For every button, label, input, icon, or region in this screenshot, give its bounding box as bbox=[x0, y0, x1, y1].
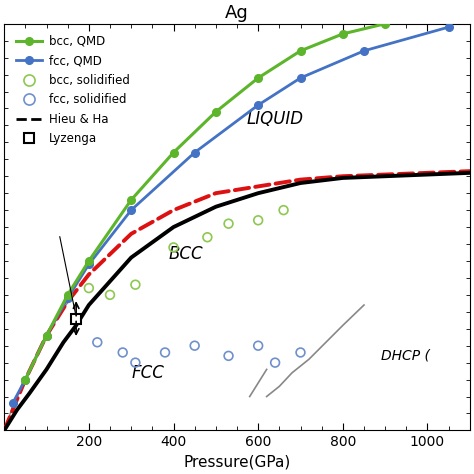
Point bbox=[225, 220, 232, 228]
Point bbox=[271, 359, 279, 366]
Point bbox=[225, 352, 232, 360]
Point bbox=[191, 342, 199, 349]
Legend: bcc, QMD, fcc, QMD, bcc, solidified, fcc, solidified, Hieu & Ha, Lyzenga: bcc, QMD, fcc, QMD, bcc, solidified, fcc… bbox=[11, 30, 135, 150]
Point bbox=[132, 359, 139, 366]
Point bbox=[85, 284, 92, 292]
Text: BCC: BCC bbox=[169, 245, 203, 263]
Point bbox=[297, 349, 304, 356]
Point bbox=[203, 233, 211, 241]
Title: Ag: Ag bbox=[225, 4, 249, 22]
Point bbox=[106, 291, 114, 299]
Point bbox=[255, 217, 262, 224]
Text: LIQUID: LIQUID bbox=[246, 109, 304, 128]
Point bbox=[132, 281, 139, 289]
X-axis label: Pressure(GPa): Pressure(GPa) bbox=[183, 455, 291, 470]
Point bbox=[280, 206, 287, 214]
Point bbox=[93, 338, 101, 346]
Point bbox=[161, 349, 169, 356]
Text: DHCP (: DHCP ( bbox=[381, 349, 430, 363]
Point bbox=[170, 244, 177, 251]
Point bbox=[119, 349, 127, 356]
Point bbox=[255, 342, 262, 349]
Text: FCC: FCC bbox=[132, 364, 164, 382]
